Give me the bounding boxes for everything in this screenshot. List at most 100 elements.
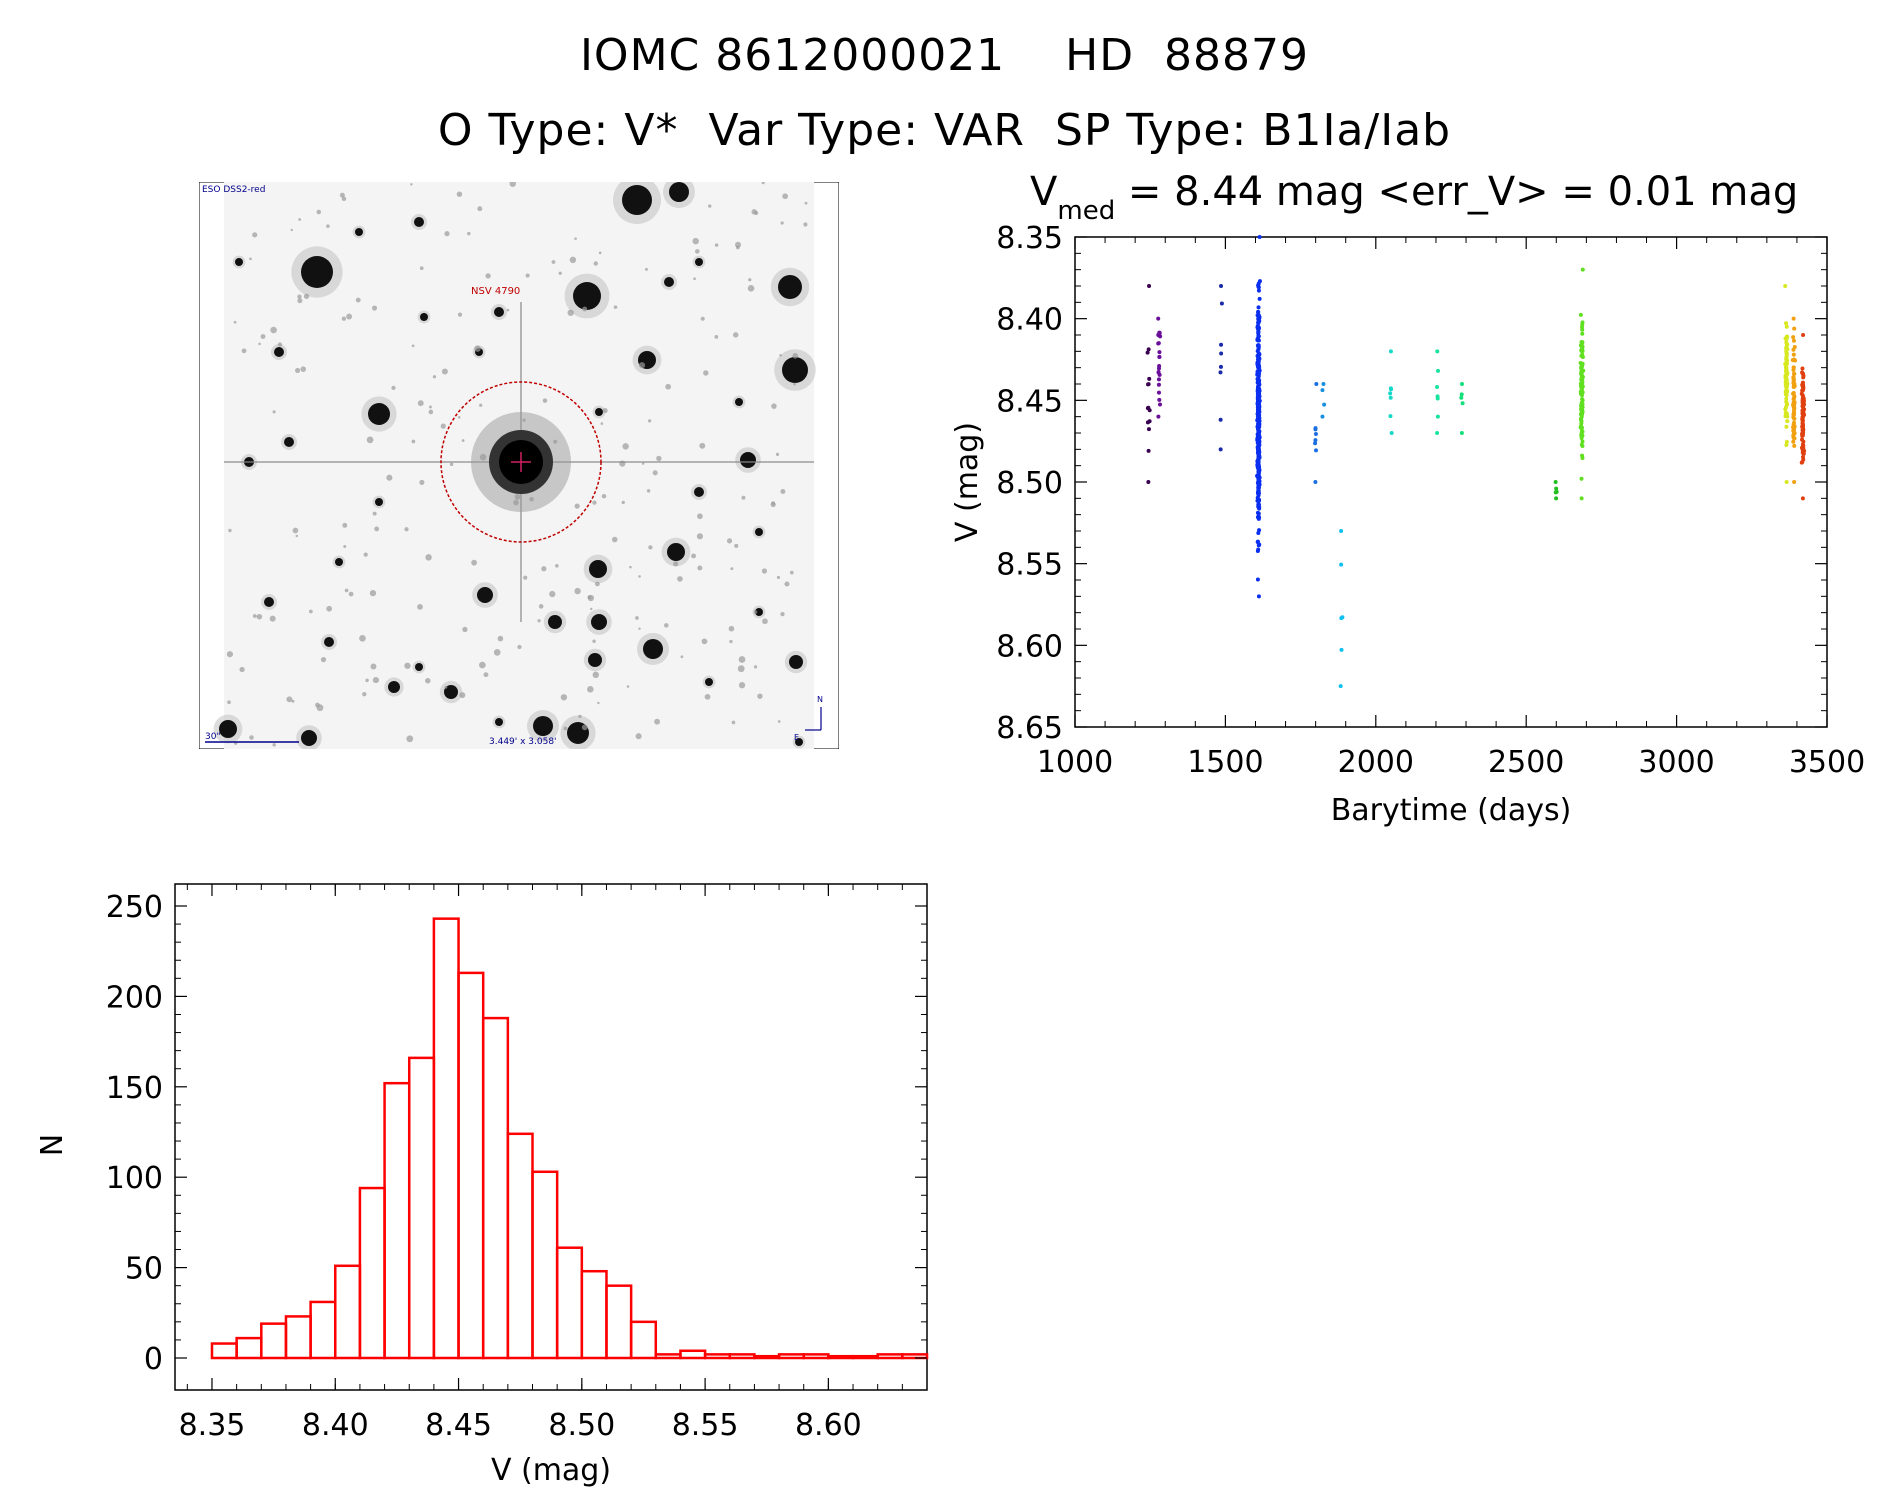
lc-data-point [1791,347,1796,352]
lc-data-point [1580,322,1585,327]
lc-data-point [1156,390,1161,395]
lc-data-point [1579,419,1584,424]
lc-data-point [1799,445,1804,450]
lc-data-point [1800,418,1805,423]
lc-data-point [1791,375,1796,380]
lc-data-point [1255,313,1260,318]
lc-data-point [1800,442,1805,447]
hist-y-tick-label: 250 [106,890,163,925]
hist-y-tick-label: 150 [106,1071,163,1106]
lc-data-point [1784,399,1789,404]
lc-data-point [1791,316,1796,321]
lc-data-point [1147,376,1152,381]
lc-data-point [1147,419,1152,424]
hist-bar [901,1353,929,1360]
lc-data-point [1219,284,1224,288]
lc-y-tick-label: 8.35 [996,221,1063,256]
lc-data-point [1801,386,1806,391]
lc-data-point [1435,431,1440,435]
lc-data-point [1256,318,1261,323]
lc-data-point [1146,405,1151,410]
lc-data-point [1801,333,1806,337]
hist-bar [703,1353,732,1360]
lc-data-point [1255,414,1260,419]
lc-data-point [1791,365,1796,370]
lc-data-point [1783,284,1788,288]
lc-data-point [1579,496,1584,501]
hist-x-tick-label: 8.35 [179,1408,246,1443]
hist-x-tick-label: 8.50 [548,1408,615,1443]
hist-bar [827,1354,855,1360]
hist-y-tick-label: 50 [125,1252,163,1287]
lc-y-tick-label: 8.40 [996,303,1063,338]
lc-data-point [1802,402,1807,407]
hist-x-tick-label: 8.45 [425,1408,492,1443]
hist-bar [457,971,485,1360]
hist-bar [777,1353,805,1360]
lc-data-point [1783,392,1788,397]
histogram-chart: 8.35 8.40 8.45 8.50 8.55 8.60050100150200250 … [40,883,929,1488]
star-identifier-title: IOMC 8612000021 HD 88879 [579,30,1310,81]
lc-data-point [1256,423,1261,428]
lc-y-tick-label: 8.60 [996,629,1063,664]
lc-data-point [1314,448,1319,453]
lc-data-point [1156,370,1161,375]
lc-data-point [1156,341,1161,346]
hist-bar [802,1353,830,1360]
lc-data-point [1800,449,1805,454]
lc-data-point [1579,426,1584,431]
lc-data-point [1256,338,1261,343]
lc-data-point [1157,350,1162,355]
lc-data-point [1784,443,1789,448]
lc-data-point [1256,377,1261,382]
lc-data-point [1157,354,1162,359]
lc-data-point [1580,331,1585,336]
lc-data-point [1313,432,1318,437]
lc-data-point [1784,424,1789,429]
star-type-subtitle: O Type: V* Var Type: VAR SP Type: B1Ia/I… [437,105,1452,156]
lc-data-point [1388,395,1393,400]
lc-data-point [1579,431,1584,436]
hist-bar [284,1315,312,1360]
lc-data-point [1579,435,1584,440]
lc-x-tick-label: 2000 [1338,745,1414,780]
hist-x-axis-label: V (mag) [491,1453,611,1488]
hist-bar [555,1246,584,1360]
lc-data-point [1255,445,1260,450]
lc-data-point [1435,414,1440,419]
lc-data-point [1256,434,1261,439]
lc-y-axis-label: V (mag) [950,422,985,542]
lc-data-point [1791,439,1796,444]
lc-x-tick-label: 3000 [1638,745,1714,780]
lc-data-point [1800,380,1805,385]
field-stars [213,182,816,749]
lc-data-point [1783,380,1788,385]
hist-bar [679,1349,707,1360]
lc-x-tick-label: 1000 [1037,745,1113,780]
lc-data-point [1791,352,1796,357]
hist-bar [753,1354,781,1360]
lc-data-point [1255,349,1260,354]
lc-data-point [1792,443,1797,448]
lc-data-point [1256,403,1261,408]
lc-data-point [1459,392,1464,397]
lc-data-point [1580,443,1585,448]
lc-data-point [1313,480,1318,484]
lc-data-point [1219,342,1224,347]
lc-data-point [1792,420,1797,425]
lc-data-point [1256,288,1261,293]
lc-data-point [1219,301,1224,306]
lc-data-point [1784,367,1789,372]
lc-data-point [1256,380,1261,385]
lc-data-point [1256,476,1261,481]
lc-data-point [1578,389,1583,394]
hist-bar [580,1269,608,1360]
lc-data-point [1321,382,1326,386]
lc-data-point [1784,324,1789,329]
lc-data-point [1156,316,1161,321]
lc-data-point [1553,480,1558,484]
lc-data-point [1554,486,1559,491]
lc-title-main: V [1030,169,1058,215]
lc-data-point [1579,364,1584,369]
lc-data-point [1320,388,1325,393]
